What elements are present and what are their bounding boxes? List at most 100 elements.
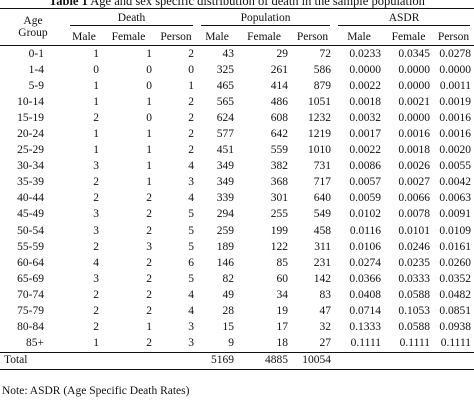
total-value-cell bbox=[102, 351, 155, 370]
value-cell: 0.0059 bbox=[349, 192, 382, 205]
table-row: 25-29 1 1 2 451 559 1010 0.0022 0.0018 0.0020 bbox=[0, 143, 474, 159]
table-row: 75-79 2 2 4 28 19 47 0.0714 0.1053 0.0851 bbox=[0, 304, 474, 320]
value-cell: 0.0022 bbox=[349, 79, 382, 92]
value-cell: 0 bbox=[93, 63, 99, 76]
value-cell: 3 bbox=[93, 160, 99, 173]
value-cell: 640 bbox=[313, 192, 332, 205]
value-cell: 0.0016 bbox=[439, 111, 472, 124]
value-cell: 0.0063 bbox=[439, 192, 472, 205]
age-group-cell: 40-44 bbox=[17, 192, 44, 205]
value-cell: 4 bbox=[188, 288, 195, 301]
value-cell: 2 bbox=[93, 305, 99, 318]
value-cell: 1232 bbox=[308, 111, 332, 124]
age-group-cell: 20-24 bbox=[17, 128, 44, 141]
value-cell: 60 bbox=[276, 272, 289, 285]
value-cell: 82 bbox=[222, 272, 235, 285]
value-cell: 2 bbox=[146, 305, 152, 318]
value-cell: 261 bbox=[270, 63, 289, 76]
value-cell: 0.0091 bbox=[439, 208, 472, 221]
value-cell: 1 bbox=[146, 95, 152, 108]
total-value-cell bbox=[66, 351, 102, 370]
value-cell: 122 bbox=[270, 240, 289, 253]
value-cell: 83 bbox=[319, 288, 332, 301]
age-group-cell: 30-34 bbox=[17, 160, 44, 173]
value-cell: 2 bbox=[93, 192, 99, 205]
value-cell: 0.0345 bbox=[398, 47, 431, 60]
age-group-cell: 35-39 bbox=[17, 176, 44, 189]
value-cell: 0.0588 bbox=[398, 321, 431, 334]
value-cell: 0.0106 bbox=[349, 240, 382, 253]
value-cell: 0.1333 bbox=[349, 321, 382, 334]
asdr-header-label: ASDR bbox=[338, 12, 471, 26]
table-row: 50-54 3 2 5 259 199 458 0.0116 0.0101 0.0109 bbox=[0, 223, 474, 239]
value-cell: 231 bbox=[313, 256, 332, 269]
age-group-cell: 65-69 bbox=[17, 272, 44, 285]
value-cell: 451 bbox=[216, 144, 235, 157]
value-cell: 1 bbox=[146, 128, 152, 141]
value-cell: 0.1053 bbox=[398, 305, 431, 318]
total-value-cell bbox=[155, 351, 198, 370]
value-cell: 3 bbox=[146, 240, 152, 253]
value-cell: 0.0022 bbox=[349, 144, 382, 157]
value-cell: 586 bbox=[313, 63, 332, 76]
value-cell: 465 bbox=[216, 79, 235, 92]
subheader-cell: Male bbox=[334, 28, 385, 46]
value-cell: 47 bbox=[319, 305, 332, 318]
value-cell: 0.0000 bbox=[398, 111, 431, 124]
value-cell: 199 bbox=[270, 224, 289, 237]
subheader-cell: Person bbox=[155, 28, 198, 46]
value-cell: 1 bbox=[93, 144, 99, 157]
value-cell: 0.0333 bbox=[398, 272, 431, 285]
value-cell: 255 bbox=[270, 208, 289, 221]
value-cell: 5 bbox=[188, 272, 195, 285]
asdr-header: ASDR bbox=[334, 8, 474, 28]
value-cell: 0.0588 bbox=[398, 288, 431, 301]
age-group-cell: 15-19 bbox=[17, 111, 44, 124]
value-cell: 349 bbox=[216, 160, 235, 173]
caption-label: Table 1 bbox=[49, 0, 88, 8]
value-cell: 458 bbox=[313, 224, 332, 237]
value-cell: 0.0011 bbox=[439, 79, 472, 92]
value-cell: 642 bbox=[270, 128, 289, 141]
age-group-header: Age Group bbox=[0, 8, 66, 46]
value-cell: 34 bbox=[276, 288, 289, 301]
value-cell: 0 bbox=[188, 63, 195, 76]
total-label: Total bbox=[0, 351, 66, 370]
value-cell: 2 bbox=[188, 144, 195, 157]
value-cell: 3 bbox=[188, 176, 195, 189]
value-cell: 5 bbox=[188, 208, 195, 221]
table-row: 5-9 1 0 1 465 414 879 0.0022 0.0000 0.0011 bbox=[0, 78, 474, 94]
value-cell: 486 bbox=[270, 95, 289, 108]
value-cell: 1 bbox=[93, 47, 99, 60]
value-cell: 0.0086 bbox=[349, 160, 382, 173]
subheader-cell: Person bbox=[433, 28, 474, 46]
total-row: Total 5169 4885 10054 bbox=[0, 351, 474, 370]
value-cell: 72 bbox=[319, 47, 332, 60]
value-cell: 1 bbox=[146, 160, 152, 173]
value-cell: 0.0027 bbox=[398, 176, 431, 189]
table-row: 70-74 2 2 4 49 34 83 0.0408 0.0588 0.0482 bbox=[0, 287, 474, 303]
value-cell: 3 bbox=[93, 272, 99, 285]
death-distribution-table: Age Group Death Population ASDR Male Fema… bbox=[0, 8, 474, 370]
value-cell: 0.1111 bbox=[440, 337, 472, 350]
value-cell: 0.0000 bbox=[398, 79, 431, 92]
value-cell: 0.1111 bbox=[399, 337, 431, 350]
value-cell: 19 bbox=[276, 305, 289, 318]
age-group-cell: 5-9 bbox=[28, 79, 44, 92]
table-row: 0-1 1 1 2 43 29 72 0.0233 0.0345 0.0278 bbox=[0, 46, 474, 63]
value-cell: 2 bbox=[146, 288, 152, 301]
table-row: 35-39 2 1 3 349 368 717 0.0057 0.0027 0.0042 bbox=[0, 175, 474, 191]
value-cell: 0.0352 bbox=[439, 272, 472, 285]
age-group-cell: 85+ bbox=[26, 337, 44, 350]
value-cell: 0.0235 bbox=[398, 256, 431, 269]
value-cell: 382 bbox=[270, 160, 289, 173]
value-cell: 624 bbox=[216, 111, 235, 124]
table-body: 0-1 1 1 2 43 29 72 0.0233 0.0345 0.0278 1-4 0 0 0 325 2… bbox=[0, 46, 474, 370]
table-note: Note: ASDR (Age Specific Death Rates) bbox=[2, 385, 190, 397]
age-group-cell: 10-14 bbox=[17, 95, 44, 108]
value-cell: 3 bbox=[93, 224, 99, 237]
subheader-cell: Male bbox=[197, 28, 238, 46]
value-cell: 0.0101 bbox=[398, 224, 431, 237]
value-cell: 0.0116 bbox=[349, 224, 382, 237]
value-cell: 565 bbox=[216, 95, 235, 108]
